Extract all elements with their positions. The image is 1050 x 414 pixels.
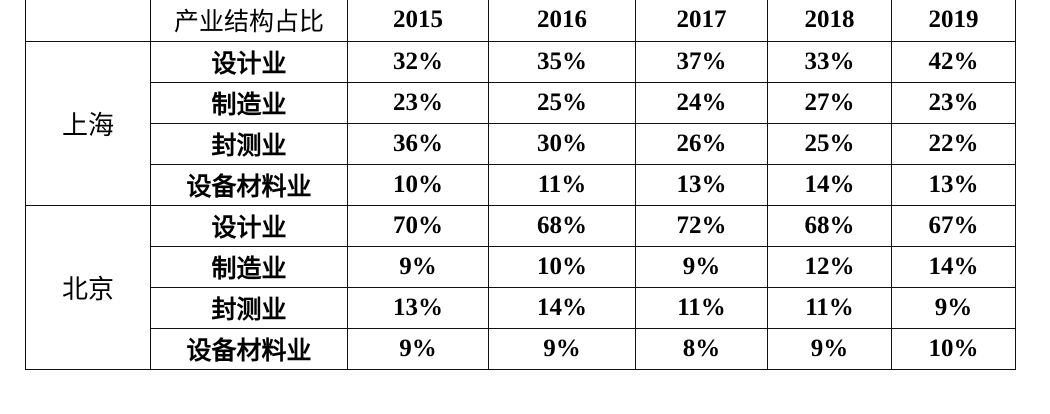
value-cell: 68% bbox=[767, 205, 892, 247]
value-cell: 9% bbox=[635, 246, 768, 288]
value-cell: 22% bbox=[891, 123, 1016, 165]
table-row: 设备材料业 9% 9% 8% 9% 10% bbox=[26, 328, 1016, 370]
value-cell: 8% bbox=[635, 328, 768, 370]
table-row: 封测业 36% 30% 26% 25% 22% bbox=[26, 123, 1016, 165]
industry-label: 制造业 bbox=[150, 82, 348, 124]
year-header: 2017 bbox=[635, 0, 768, 42]
table-row: 封测业 13% 14% 11% 11% 9% bbox=[26, 287, 1016, 329]
value-cell: 67% bbox=[891, 205, 1016, 247]
table-row: 制造业 9% 10% 9% 12% 14% bbox=[26, 246, 1016, 288]
value-cell: 24% bbox=[635, 82, 768, 124]
table-row: 制造业 23% 25% 24% 27% 23% bbox=[26, 82, 1016, 124]
value-cell: 37% bbox=[635, 41, 768, 83]
value-cell: 33% bbox=[767, 41, 892, 83]
year-header: 2018 bbox=[767, 0, 892, 42]
value-cell: 72% bbox=[635, 205, 768, 247]
value-cell: 32% bbox=[347, 41, 489, 83]
value-cell: 11% bbox=[488, 164, 636, 206]
year-header: 2015 bbox=[347, 0, 489, 42]
value-cell: 9% bbox=[891, 287, 1016, 329]
value-cell: 23% bbox=[347, 82, 489, 124]
value-cell: 30% bbox=[488, 123, 636, 165]
value-cell: 11% bbox=[767, 287, 892, 329]
value-cell: 13% bbox=[635, 164, 768, 206]
value-cell: 25% bbox=[767, 123, 892, 165]
value-cell: 9% bbox=[347, 246, 489, 288]
value-cell: 10% bbox=[488, 246, 636, 288]
value-cell: 35% bbox=[488, 41, 636, 83]
value-cell: 26% bbox=[635, 123, 768, 165]
city-cell: 北京 bbox=[25, 205, 151, 370]
industry-label: 封测业 bbox=[150, 123, 348, 165]
industry-label: 制造业 bbox=[150, 246, 348, 288]
year-header: 2019 bbox=[891, 0, 1016, 42]
value-cell: 25% bbox=[488, 82, 636, 124]
value-cell: 14% bbox=[767, 164, 892, 206]
table-row: 北京 设计业 70% 68% 72% 68% 67% bbox=[25, 205, 1016, 370]
industry-label: 设计业 bbox=[150, 41, 348, 83]
value-cell: 13% bbox=[347, 287, 489, 329]
value-cell: 70% bbox=[347, 205, 489, 247]
value-cell: 36% bbox=[347, 123, 489, 165]
value-cell: 68% bbox=[488, 205, 636, 247]
industry-label: 封测业 bbox=[150, 287, 348, 329]
value-cell: 27% bbox=[767, 82, 892, 124]
value-cell: 9% bbox=[347, 328, 489, 370]
table-row: 上海 设计业 32% 35% 37% 33% 42% bbox=[25, 41, 1016, 206]
header-row: 产业结构占比 2015 2016 2017 2018 2019 bbox=[25, 0, 1016, 42]
city-cell: 上海 bbox=[25, 41, 151, 206]
value-cell: 11% bbox=[635, 287, 768, 329]
industry-structure-table: 产业结构占比 2015 2016 2017 2018 2019 上海 设计业 32%… bbox=[25, 0, 1016, 370]
industry-label: 设计业 bbox=[150, 205, 348, 247]
value-cell: 23% bbox=[891, 82, 1016, 124]
value-cell: 9% bbox=[767, 328, 892, 370]
value-cell: 14% bbox=[488, 287, 636, 329]
corner-cell bbox=[25, 0, 151, 42]
value-cell: 13% bbox=[891, 164, 1016, 206]
header-label: 产业结构占比 bbox=[150, 0, 348, 42]
value-cell: 14% bbox=[891, 246, 1016, 288]
value-cell: 10% bbox=[891, 328, 1016, 370]
table-row: 设备材料业 10% 11% 13% 14% 13% bbox=[26, 164, 1016, 206]
industry-label: 设备材料业 bbox=[150, 164, 348, 206]
year-header: 2016 bbox=[488, 0, 636, 42]
industry-label: 设备材料业 bbox=[150, 328, 348, 370]
value-cell: 9% bbox=[488, 328, 636, 370]
value-cell: 10% bbox=[347, 164, 489, 206]
value-cell: 42% bbox=[891, 41, 1016, 83]
value-cell: 12% bbox=[767, 246, 892, 288]
